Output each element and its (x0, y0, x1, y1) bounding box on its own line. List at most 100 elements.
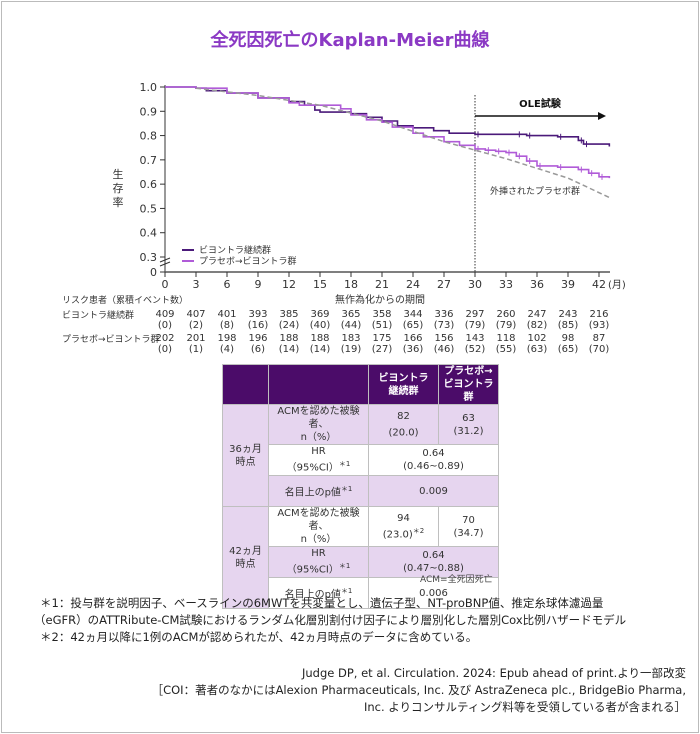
col-header-continued: ビヨントラ 継続群 (368, 364, 439, 405)
at-risk-count: 407 (186, 309, 205, 320)
cumulative-events: (46) (434, 344, 455, 355)
x-unit-label: (月) (608, 279, 626, 291)
cumulative-events: (4) (220, 344, 234, 355)
at-risk-count: 401 (217, 309, 236, 320)
x-tick-label: 12 (282, 278, 296, 291)
footnote-1a: ＊1：投与群を説明因子、ベースラインの6MWTを共変量とし、遺伝子型、NT-pr… (40, 596, 604, 610)
x-tick-label: 21 (375, 278, 389, 291)
at-risk-count: 118 (496, 333, 515, 344)
footnote-2: ＊2：42ヵ月以降に1例のACMが認められたが、42ヵ月時点のデータに含めている… (40, 630, 478, 644)
km-chart: 00.30.40.50.60.70.80.91.00 3 6 9 12 15 18 21 24 2… (62, 81, 626, 355)
p-value: 0.006 (368, 577, 499, 609)
at-risk-count: 260 (496, 309, 515, 320)
hr-label: HR （95%CI）＊1 (268, 444, 369, 476)
hr-label: HR （95%CI）＊1 (268, 546, 369, 578)
cumulative-events: (24) (279, 320, 300, 331)
acm-continued: 82 (20.0) (368, 404, 439, 445)
cumulative-events: (55) (496, 344, 517, 355)
x-tick-label: 0 (162, 278, 169, 291)
cumulative-events: (2) (189, 320, 203, 331)
cumulative-events: (14) (279, 344, 300, 355)
at-risk-count: 243 (558, 309, 577, 320)
at-risk-count: 409 (155, 309, 174, 320)
at-risk-count: 358 (372, 309, 391, 320)
cumulative-events: (70) (589, 344, 610, 355)
at-risk-count: 297 (465, 309, 484, 320)
ole-label: OLE試験 (519, 97, 562, 110)
cumulative-events: (16) (248, 320, 269, 331)
cumulative-events: (6) (251, 344, 265, 355)
acm-label: ACMを認めた被験者、 n（%） (268, 506, 369, 547)
cumulative-events: (82) (527, 320, 548, 331)
cumulative-events: (8) (220, 320, 234, 331)
at-risk-count: 393 (248, 309, 267, 320)
cumulative-events: (51) (372, 320, 393, 331)
cumulative-events: (73) (434, 320, 455, 331)
at-risk-count: 183 (341, 333, 360, 344)
cumulative-events: (40) (310, 320, 331, 331)
cumulative-events: (44) (341, 320, 362, 331)
ole-arrow-head (598, 112, 606, 120)
axis-break-mark (159, 257, 171, 267)
x-tick-label: 33 (499, 278, 513, 291)
y-tick-label: 1.0 (140, 81, 158, 94)
x-tick-label: 15 (313, 278, 327, 291)
acm-continued: 94 (23.0)＊2 (368, 506, 439, 547)
at-risk-count: 369 (310, 309, 329, 320)
y-axis-label-char: 率 (113, 195, 124, 209)
at-risk-count: 188 (310, 333, 329, 344)
footnotes: ＊1：投与群を説明因子、ベースラインの6MWTを共変量とし、遺伝子型、NT-pr… (34, 595, 626, 646)
cumulative-events: (79) (465, 320, 486, 331)
acm-label: ACMを認めた被験者、 n（%） (268, 404, 369, 445)
y-tick-label: 0 (150, 266, 157, 279)
at-risk-count: 201 (186, 333, 205, 344)
p-label: 名目上のp値＊1 (268, 475, 369, 507)
citation: Judge DP, et al. Circulation. 2024: Epub… (301, 666, 686, 680)
at-risk-count: 336 (434, 309, 453, 320)
x-tick-label: 18 (344, 278, 358, 291)
x-tick-label: 3 (193, 278, 200, 291)
cumulative-events: (85) (558, 320, 579, 331)
at-risk-count: 156 (434, 333, 453, 344)
at-risk-count: 87 (593, 333, 606, 344)
acm-table: ビヨントラ 継続群 プラセボ→ ビヨントラ群 36ヵ月 時点 ACMを認めた被験… (222, 364, 499, 609)
at-risk-count: 202 (155, 333, 174, 344)
y-tick-label: 0.9 (140, 105, 158, 118)
x-tick-label: 24 (406, 278, 420, 291)
cumulative-events: (0) (158, 344, 172, 355)
cumulative-events: (0) (158, 320, 172, 331)
acm-switch: 70 (34.7) (438, 506, 499, 547)
x-tick-label: 9 (255, 278, 262, 291)
y-tick-label: 0.5 (140, 202, 158, 215)
cumulative-events: (65) (558, 344, 579, 355)
x-axis-label: 無作為化からの期間 (335, 293, 425, 306)
timepoint-label: 42ヵ月 時点 (222, 506, 269, 609)
y-tick-label: 0.3 (140, 251, 158, 264)
at-risk-count: 143 (465, 333, 484, 344)
at-risk-count: 188 (279, 333, 298, 344)
x-tick-label: 6 (224, 278, 231, 291)
cumulative-events: (79) (496, 320, 517, 331)
at-risk-count: 344 (403, 309, 422, 320)
footnote-1b: （eGFR）のATTRibute-CM試験におけるランダム化層別割付け因子により… (34, 613, 627, 627)
at-risk-count: 175 (372, 333, 391, 344)
x-tick-label: 36 (530, 278, 544, 291)
cumulative-events: (52) (465, 344, 486, 355)
x-tick-label: 27 (437, 278, 451, 291)
x-tick-label: 42 (592, 278, 606, 291)
chart-title: 全死因死亡のKaplan-Meier曲線 (210, 30, 490, 51)
cumulative-events: (19) (341, 344, 362, 355)
p-value: 0.009 (368, 475, 499, 507)
cumulative-events: (65) (403, 320, 424, 331)
p-label: 名目上のp値＊1 (268, 577, 369, 609)
y-tick-label: 0.7 (140, 154, 158, 167)
legend-label: プラセボ→ビヨントラ群 (199, 255, 297, 267)
at-risk-count: 198 (217, 333, 236, 344)
x-tick-label: 30 (468, 278, 482, 291)
cumulative-events: (14) (310, 344, 331, 355)
cumulative-events: (27) (372, 344, 393, 355)
at-risk-count: 98 (562, 333, 575, 344)
at-risk-count: 385 (279, 309, 298, 320)
at-risk-count: 166 (403, 333, 422, 344)
